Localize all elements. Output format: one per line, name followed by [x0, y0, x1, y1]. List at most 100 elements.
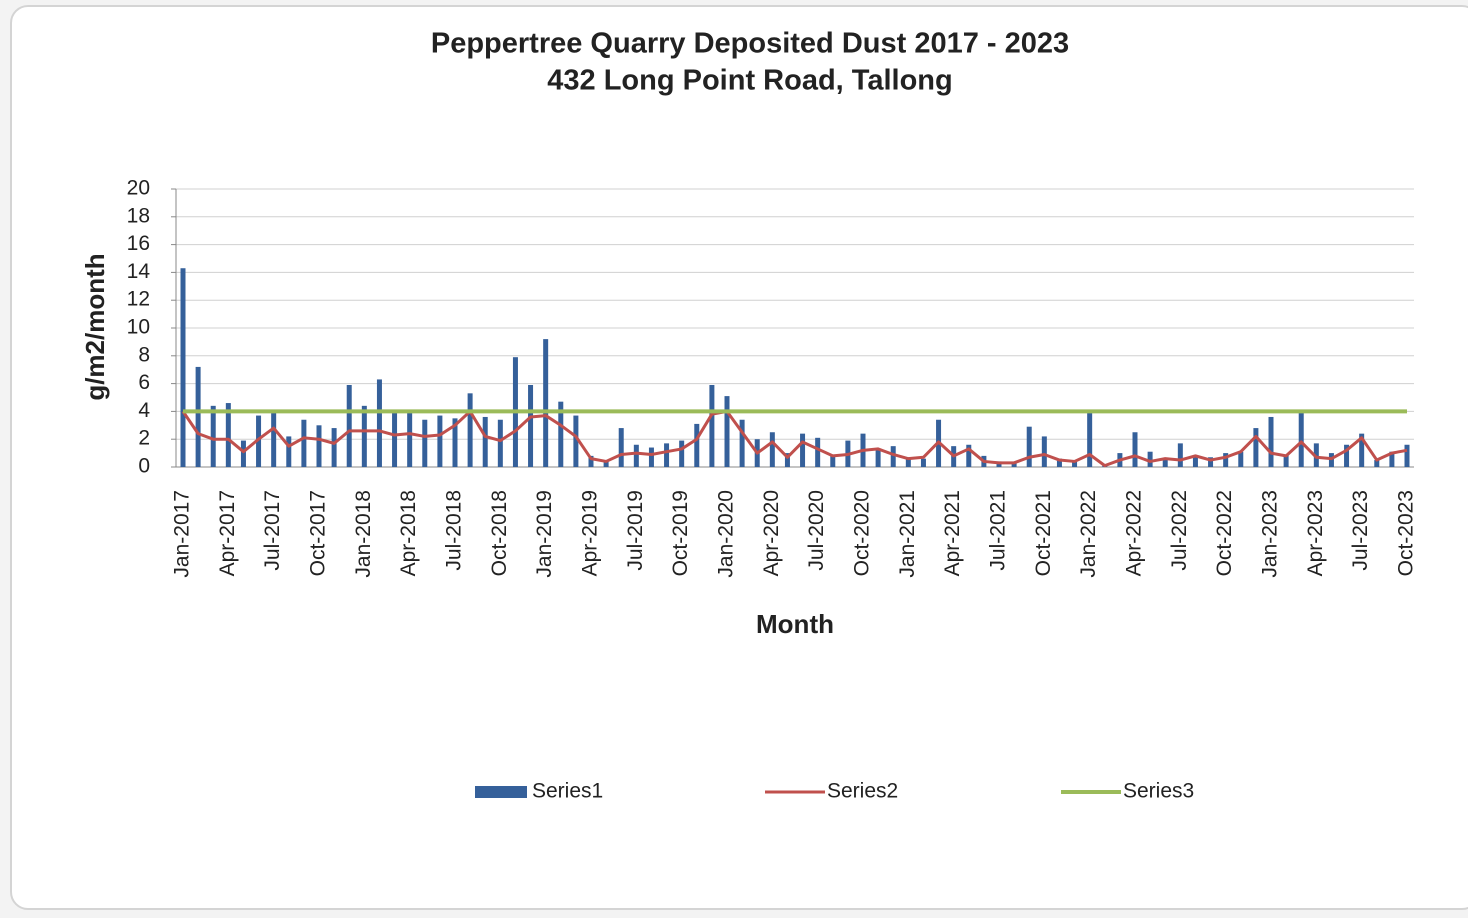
line-series	[181, 409, 1408, 468]
bar	[407, 412, 413, 467]
bar	[966, 444, 972, 467]
x-tick-label: Apr-2021	[941, 490, 964, 576]
bar	[376, 379, 382, 467]
y-tick-label: 20	[127, 177, 150, 200]
x-tick-label: Oct-2018	[488, 490, 511, 576]
y-tick-label: 2	[138, 427, 150, 450]
bar	[543, 339, 549, 467]
x-tick-label: Oct-2020	[851, 490, 874, 576]
bar	[739, 419, 745, 467]
x-tick-label: Jul-2021	[987, 490, 1010, 571]
bar	[1283, 454, 1289, 467]
bar	[784, 453, 790, 467]
bar	[618, 428, 624, 467]
bar	[694, 423, 700, 467]
bar	[361, 405, 367, 467]
x-tick-label: Oct-2021	[1032, 490, 1055, 576]
bar	[301, 419, 307, 467]
x-tick-label: Jan-2019	[533, 490, 556, 578]
bar	[467, 393, 473, 467]
bar	[1208, 457, 1214, 467]
bar	[452, 418, 458, 467]
bar	[1359, 433, 1365, 467]
bar	[210, 405, 216, 467]
y-tick-label: 0	[138, 455, 150, 478]
bar	[256, 415, 262, 467]
bar	[679, 440, 685, 467]
x-axis-title: Month	[756, 609, 834, 639]
x-tick-label: Jul-2017	[261, 490, 284, 571]
x-tick-label: Jan-2017	[171, 490, 194, 578]
bar	[724, 396, 730, 467]
bar	[1192, 455, 1198, 467]
y-tick-label: 12	[127, 288, 150, 311]
x-tick-label: Jul-2018	[443, 490, 466, 571]
bar	[1026, 426, 1032, 467]
legend-label: Series2	[827, 780, 898, 803]
bar	[437, 415, 443, 467]
chart-subtitle: 432 Long Point Road, Tallong	[547, 65, 952, 97]
bar	[528, 384, 534, 467]
bar	[392, 412, 398, 467]
bar	[1087, 412, 1093, 467]
x-tick-label: Jan-2020	[715, 490, 738, 578]
bar	[286, 436, 292, 467]
y-tick-label: 8	[138, 343, 150, 366]
bar	[1268, 416, 1274, 467]
bar	[316, 425, 322, 467]
legend-swatch	[475, 786, 527, 798]
bar	[1404, 444, 1410, 467]
x-tick-label: Jan-2021	[896, 490, 919, 578]
bar	[603, 460, 609, 467]
bar	[240, 440, 246, 467]
x-tick-label: Jul-2020	[805, 490, 828, 571]
x-tick-label: Jul-2022	[1168, 490, 1191, 571]
x-tick-label: Apr-2018	[397, 490, 420, 576]
y-tick-label: 10	[127, 316, 150, 339]
bar	[890, 446, 896, 467]
x-tick-label: Jan-2022	[1077, 490, 1100, 578]
bar	[1238, 451, 1244, 467]
bar	[573, 415, 579, 467]
x-tick-label: Apr-2023	[1304, 490, 1327, 576]
x-tick-label: Oct-2023	[1395, 490, 1418, 576]
bar	[800, 433, 806, 467]
bar	[1011, 462, 1017, 467]
bar	[331, 428, 337, 467]
bar	[195, 366, 201, 467]
y-tick-label: 6	[138, 371, 150, 394]
bar	[664, 443, 670, 467]
x-tick-label: Apr-2019	[579, 490, 602, 576]
x-tick-label: Oct-2022	[1213, 490, 1236, 576]
bar	[1147, 451, 1153, 467]
bar	[1177, 443, 1183, 467]
bar	[1344, 444, 1350, 467]
bar	[709, 384, 715, 467]
bar	[648, 447, 654, 467]
bar	[920, 458, 926, 467]
bar	[1389, 451, 1395, 467]
chart-title: Peppertree Quarry Deposited Dust 2017 - …	[431, 28, 1069, 60]
bar	[271, 412, 277, 467]
x-tick-label: Jul-2019	[624, 490, 647, 571]
y-tick-label: 16	[127, 232, 150, 255]
x-tick-label: Oct-2019	[669, 490, 692, 576]
bar	[905, 457, 911, 467]
bar	[633, 444, 639, 467]
legend-label: Series3	[1123, 780, 1194, 803]
bar	[769, 432, 775, 467]
bar	[1162, 458, 1168, 467]
bar	[830, 455, 836, 467]
bar	[225, 403, 231, 467]
bar	[815, 437, 821, 467]
x-tick-label: Apr-2022	[1123, 490, 1146, 576]
bar	[482, 416, 488, 467]
bar	[1374, 460, 1380, 467]
bar	[180, 268, 186, 467]
bar	[588, 455, 594, 467]
bar	[1132, 432, 1138, 467]
legend-label: Series1	[532, 780, 603, 803]
x-tick-label: Jan-2018	[352, 490, 375, 578]
